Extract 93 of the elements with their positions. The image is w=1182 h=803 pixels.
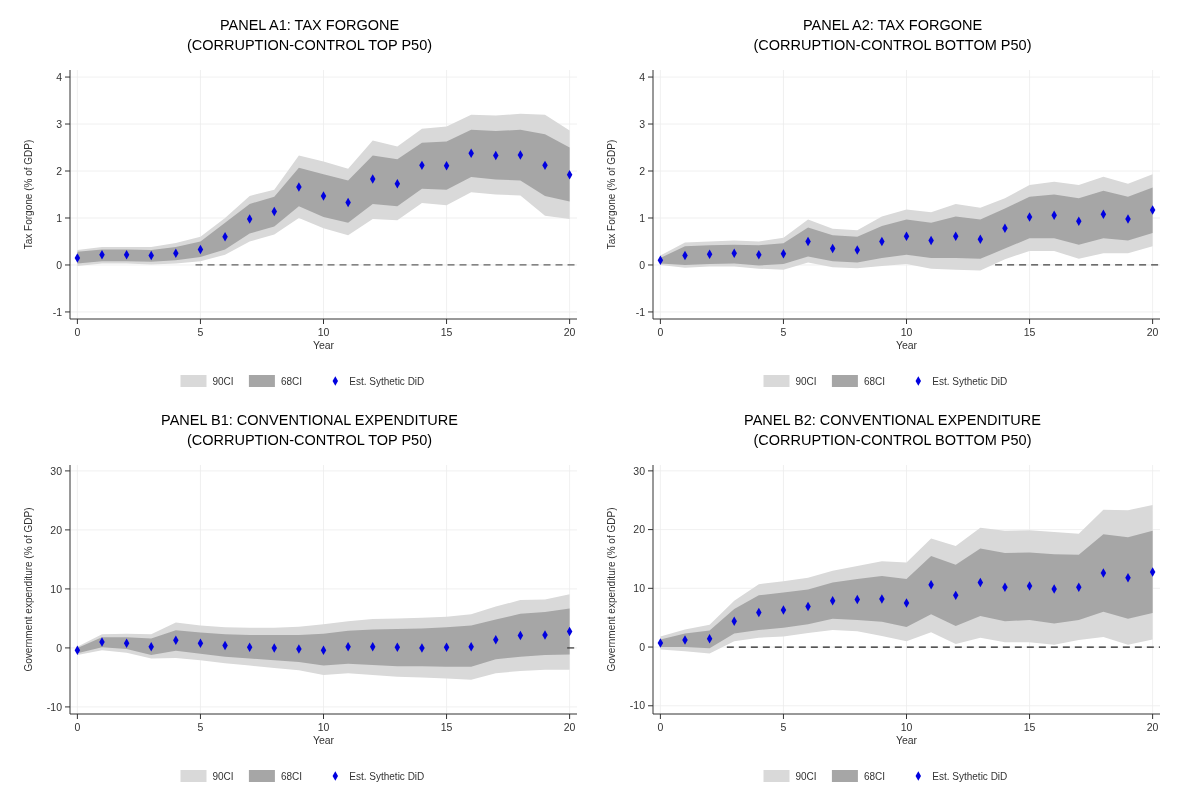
y-tick-label: 0 bbox=[56, 641, 63, 654]
point bbox=[443, 161, 450, 171]
point bbox=[566, 170, 573, 180]
chart-title: PANEL B2: CONVENTIONAL EXPENDITURE bbox=[744, 412, 1042, 428]
legend-label: 90CI bbox=[795, 770, 817, 782]
legend-label: 68CI bbox=[863, 375, 886, 387]
y-tick-label: 0 bbox=[639, 258, 646, 271]
legend-label: 68CI bbox=[863, 770, 886, 782]
y-tick-label: 1 bbox=[56, 211, 63, 224]
y-tick-label: -10 bbox=[629, 699, 646, 712]
x-tick-label: 5 bbox=[197, 721, 204, 733]
y-tick-label: 10 bbox=[633, 582, 646, 594]
y-axis-title: Government expenditure (% of GDP) bbox=[23, 507, 34, 672]
y-tick-label: 1 bbox=[639, 211, 646, 224]
point bbox=[74, 253, 81, 263]
x-tick-label: 10 bbox=[317, 721, 330, 733]
x-tick-label: 15 bbox=[1023, 721, 1036, 733]
point bbox=[1149, 567, 1156, 577]
x-axis-title: Year bbox=[895, 734, 918, 746]
legend-label: Est. Sythetic DiD bbox=[932, 770, 1008, 782]
y-tick-label: -1 bbox=[635, 305, 646, 318]
legend-label: Est. Sythetic DiD bbox=[932, 375, 1008, 387]
x-tick-label: 20 bbox=[563, 721, 576, 733]
y-tick-label: 3 bbox=[639, 117, 646, 130]
legend-label: Est. Sythetic DiD bbox=[349, 375, 425, 387]
x-tick-label: 5 bbox=[780, 721, 787, 733]
point bbox=[320, 191, 327, 201]
point bbox=[123, 638, 130, 648]
point bbox=[706, 249, 713, 259]
y-tick-label: 20 bbox=[50, 523, 63, 536]
y-tick-label: 2 bbox=[639, 164, 646, 177]
chart-subtitle: (CORRUPTION-CONTROL TOP P50) bbox=[186, 37, 433, 53]
point bbox=[1026, 581, 1033, 591]
point bbox=[1026, 212, 1033, 222]
x-tick-label: 0 bbox=[74, 326, 81, 338]
y-axis-title: Tax Forgone (% of GDP) bbox=[606, 139, 617, 250]
legend-label: 90CI bbox=[212, 375, 234, 387]
x-tick-label: 15 bbox=[440, 721, 453, 733]
chart-title: PANEL A1: TAX FORGONE bbox=[219, 17, 400, 33]
point bbox=[1100, 568, 1107, 578]
point bbox=[1100, 209, 1107, 219]
legend-label: 68CI bbox=[280, 375, 303, 387]
y-tick-label: -1 bbox=[52, 305, 63, 318]
x-tick-label: 5 bbox=[197, 326, 204, 338]
y-tick-label: 2 bbox=[56, 164, 63, 177]
y-tick-label: 20 bbox=[633, 523, 646, 536]
chart-subtitle: (CORRUPTION-CONTROL TOP P50) bbox=[186, 432, 433, 448]
point bbox=[1149, 205, 1156, 215]
point bbox=[271, 643, 278, 653]
y-tick-label: 4 bbox=[639, 70, 646, 83]
point bbox=[246, 214, 253, 224]
x-axis-title: Year bbox=[312, 734, 335, 746]
point bbox=[657, 638, 664, 648]
chart-title: PANEL B1: CONVENTIONAL EXPENDITURE bbox=[161, 412, 459, 428]
x-tick-label: 5 bbox=[780, 326, 787, 338]
y-axis-title: Tax Forgone (% of GDP) bbox=[23, 139, 34, 250]
point bbox=[977, 234, 984, 244]
y-axis-title: Government expenditure (% of GDP) bbox=[606, 507, 617, 672]
x-tick-label: 0 bbox=[657, 326, 664, 338]
x-tick-label: 10 bbox=[900, 326, 913, 338]
x-tick-label: 20 bbox=[563, 326, 576, 338]
y-tick-label: 0 bbox=[639, 640, 646, 653]
y-tick-label: 30 bbox=[50, 464, 63, 477]
chart-subtitle: (CORRUPTION-CONTROL BOTTOM P50) bbox=[753, 37, 1032, 53]
chart-title: PANEL A2: TAX FORGONE bbox=[802, 17, 983, 33]
legend-label: 90CI bbox=[212, 770, 234, 782]
legend-label: 68CI bbox=[280, 770, 303, 782]
y-tick-label: 3 bbox=[56, 117, 63, 130]
x-tick-label: 0 bbox=[657, 721, 664, 733]
point bbox=[780, 605, 787, 615]
x-tick-label: 15 bbox=[1023, 326, 1036, 338]
chart-subtitle: (CORRUPTION-CONTROL BOTTOM P50) bbox=[753, 432, 1032, 448]
y-tick-label: 10 bbox=[50, 582, 63, 595]
y-tick-label: -10 bbox=[46, 700, 63, 713]
y-tick-label: 30 bbox=[633, 464, 646, 477]
x-tick-label: 20 bbox=[1146, 326, 1159, 338]
legend-label: 90CI bbox=[795, 375, 817, 387]
point bbox=[517, 150, 524, 160]
x-tick-label: 15 bbox=[440, 326, 453, 338]
x-tick-label: 10 bbox=[900, 721, 913, 733]
x-tick-label: 20 bbox=[1146, 721, 1159, 733]
y-tick-label: 0 bbox=[56, 258, 63, 271]
x-axis-title: Year bbox=[312, 339, 335, 351]
y-tick-label: 4 bbox=[56, 70, 63, 83]
legend-label: Est. Sythetic DiD bbox=[349, 770, 425, 782]
x-axis-title: Year bbox=[895, 339, 918, 351]
point bbox=[854, 245, 861, 255]
x-tick-label: 10 bbox=[317, 326, 330, 338]
point bbox=[197, 638, 204, 648]
point bbox=[706, 634, 713, 644]
point bbox=[903, 598, 910, 608]
point bbox=[369, 174, 376, 184]
x-tick-label: 0 bbox=[74, 721, 81, 733]
